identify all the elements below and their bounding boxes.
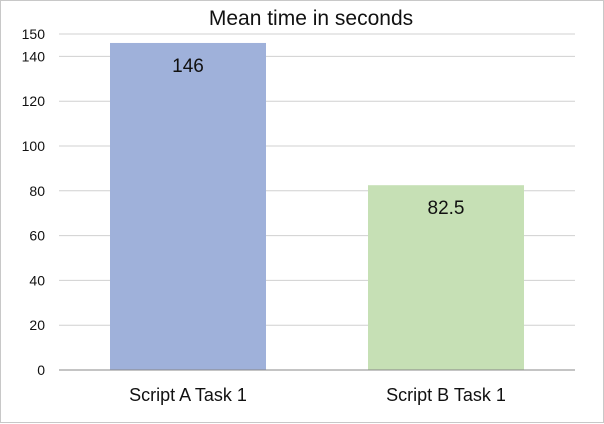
y-tick-label: 100 (22, 138, 46, 154)
bars (110, 42, 524, 371)
y-tick-label: 80 (29, 183, 45, 199)
x-category-label: Script A Task 1 (129, 385, 247, 405)
chart-title: Mean time in seconds (209, 7, 413, 30)
x-category-label: Script B Task 1 (386, 385, 506, 405)
bar-script-b-task-1 (368, 185, 524, 370)
y-tick-label: 120 (22, 93, 46, 109)
bar-script-a-task-1 (110, 42, 266, 371)
data-label: 82.5 (428, 198, 465, 219)
y-tick-label: 60 (29, 228, 45, 244)
y-tick-label: 0 (37, 362, 45, 378)
y-tick-label: 40 (29, 272, 45, 288)
y-tick-label: 20 (29, 317, 45, 333)
y-tick-label: 140 (22, 48, 46, 64)
data-label: 146 (172, 56, 204, 77)
y-tick-label: 150 (22, 26, 46, 42)
labels: 0 20 40 60 80 100 120 140 150 146 Script A Task 1 8… (22, 26, 506, 405)
